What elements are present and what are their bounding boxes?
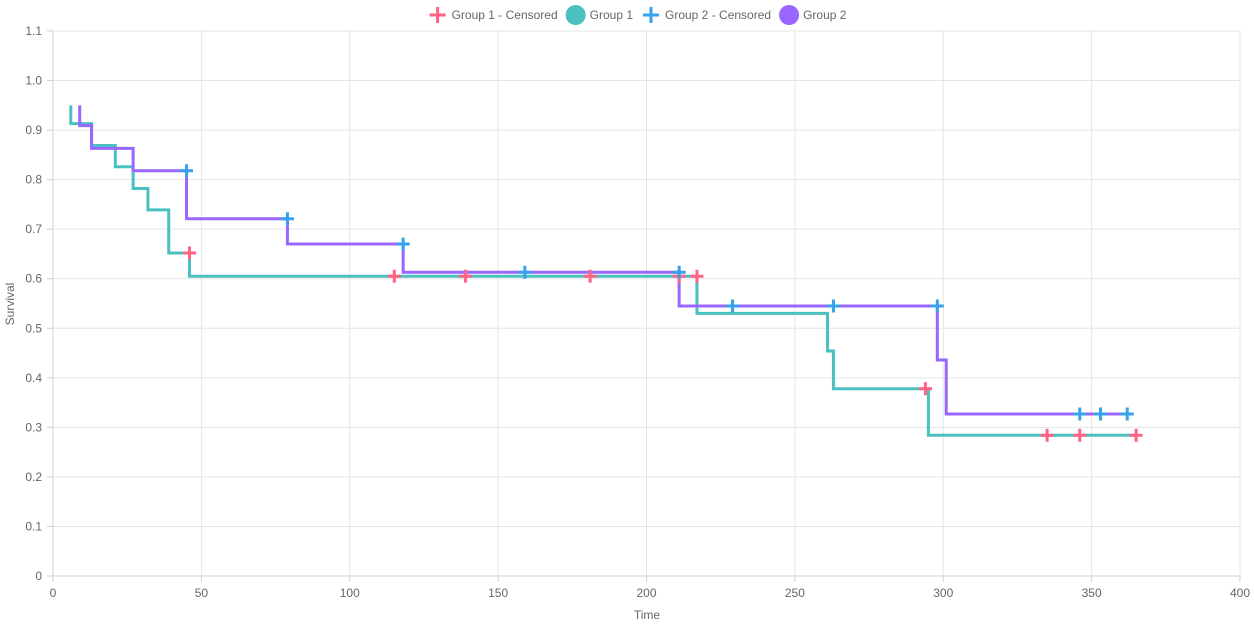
x-tick-label: 200 — [636, 586, 656, 600]
x-tick-label: 150 — [488, 586, 508, 600]
group-1-censored-marker[interactable] — [183, 246, 197, 260]
x-tick-label: 250 — [785, 586, 805, 600]
group-2-censored-marker[interactable] — [280, 212, 294, 226]
x-tick-label: 0 — [50, 586, 57, 600]
y-tick-label: 0.3 — [25, 420, 42, 434]
x-tick-label: 400 — [1230, 586, 1250, 600]
x-axis-title: Time — [634, 608, 661, 622]
y-tick-label: 1.0 — [25, 74, 42, 88]
group-2-censored-marker[interactable] — [1073, 407, 1087, 421]
y-tick-label: 1.1 — [25, 24, 42, 38]
group-1-censored-marker[interactable] — [387, 269, 401, 283]
legend-item-group-2-censored[interactable]: Group 2 - Censored — [643, 7, 771, 23]
group-2-censored-marker[interactable] — [180, 164, 194, 178]
group-2-censored-marker[interactable] — [826, 299, 840, 313]
group-1-line[interactable] — [69, 105, 1137, 437]
axis-layer: 0 50 100 150 200 250 300 350 400 0 0.1 0.2 0.3 0.4 0.5… — [25, 24, 1250, 600]
legend-label: Group 2 - Censored — [665, 8, 771, 22]
group-1-censored-marker[interactable] — [1073, 428, 1087, 442]
series-layer — [69, 105, 1137, 437]
legend-circle-icon — [565, 5, 586, 25]
marker-layer — [180, 164, 1143, 442]
group-1-censored-marker[interactable] — [1040, 428, 1054, 442]
group-2-censored-marker[interactable] — [396, 237, 410, 251]
group-2-censored-marker[interactable] — [1094, 407, 1108, 421]
y-tick-label: 0.4 — [25, 371, 42, 385]
group-2-line[interactable] — [78, 105, 1128, 416]
x-tick-label: 350 — [1082, 586, 1102, 600]
y-tick-label: 0.7 — [25, 222, 42, 236]
group-2-censored-marker[interactable] — [930, 299, 944, 313]
grid-layer — [52, 30, 1241, 577]
legend-item-group-1[interactable]: Group 1 — [565, 5, 634, 25]
y-tick-label: 0.8 — [25, 173, 42, 187]
group-1-censored-marker[interactable] — [1129, 428, 1143, 442]
legend-label: Group 1 — [590, 8, 634, 22]
group-2-censored-marker[interactable] — [726, 299, 740, 313]
y-tick-label: 0.1 — [25, 519, 42, 533]
group-1-censored-marker[interactable] — [458, 269, 472, 283]
group-2-censored-marker[interactable] — [1120, 407, 1134, 421]
legend-circle-icon — [779, 5, 800, 25]
y-tick-label: 0.2 — [25, 470, 42, 484]
legend-label: Group 1 - Censored — [452, 8, 558, 22]
legend-item-group-2[interactable]: Group 2 — [779, 5, 847, 25]
group-2-censored-marker[interactable] — [672, 265, 686, 279]
x-tick-label: 50 — [195, 586, 209, 600]
group-1-censored-marker[interactable] — [918, 382, 932, 396]
y-tick-label: 0 — [35, 569, 42, 583]
legend-label: Group 2 — [803, 8, 847, 22]
group-1-censored-marker[interactable] — [690, 269, 704, 283]
group-1-censored-marker[interactable] — [583, 269, 597, 283]
legend[interactable]: Group 1 - Censored Group 1 Group 2 - Censo… — [429, 5, 847, 25]
legend-item-group-1-censored[interactable]: Group 1 - Censored — [429, 7, 558, 23]
y-tick-label: 0.9 — [25, 123, 42, 137]
x-tick-label: 300 — [933, 586, 953, 600]
y-tick-label: 0.5 — [25, 321, 42, 335]
x-tick-label: 100 — [340, 586, 360, 600]
y-axis-title: Survival — [3, 283, 17, 326]
y-tick-label: 0.6 — [25, 272, 42, 286]
group-2-censored-marker[interactable] — [518, 265, 532, 279]
